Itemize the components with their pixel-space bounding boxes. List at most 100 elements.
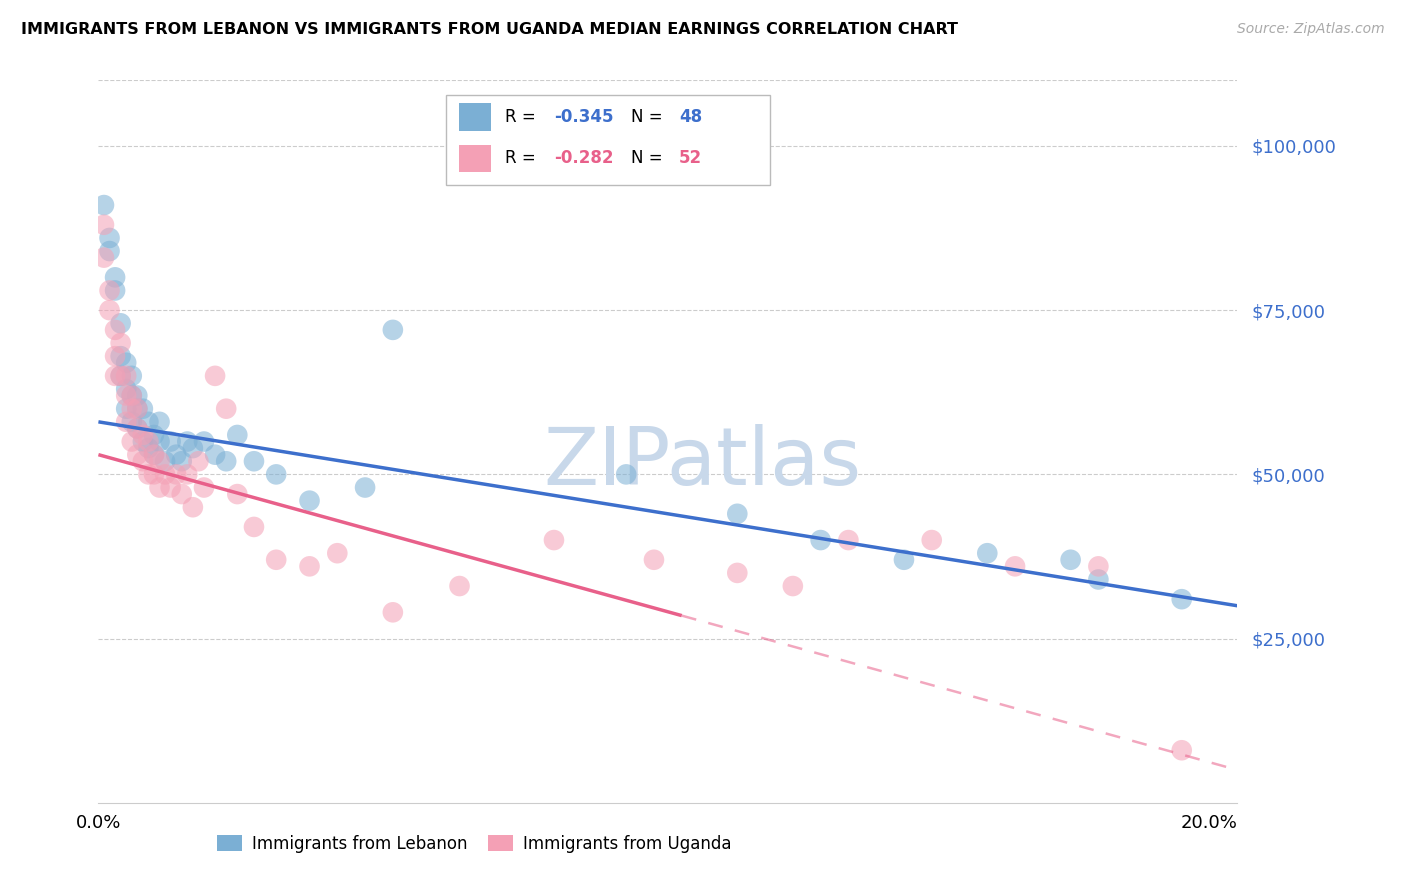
Point: [326, 546, 349, 560]
Point: [1170, 743, 1192, 757]
Point: [127, 401, 149, 416]
Point: [127, 421, 149, 435]
Point: [354, 481, 377, 495]
Point: [121, 415, 143, 429]
Point: [381, 605, 404, 619]
Point: [725, 507, 748, 521]
Point: [215, 401, 238, 416]
Point: [165, 448, 187, 462]
Point: [127, 388, 149, 402]
Text: 52: 52: [679, 149, 703, 168]
Point: [98, 284, 121, 298]
Point: [176, 434, 198, 449]
Point: [165, 467, 187, 482]
Point: [115, 401, 138, 416]
Text: Source: ZipAtlas.com: Source: ZipAtlas.com: [1237, 22, 1385, 37]
Point: [243, 454, 266, 468]
Point: [204, 448, 226, 462]
Point: [264, 467, 287, 482]
Point: [127, 421, 149, 435]
Text: -0.282: -0.282: [554, 149, 613, 168]
Point: [110, 316, 132, 330]
Point: [148, 434, 170, 449]
Point: [143, 428, 166, 442]
Point: [921, 533, 943, 547]
Point: [115, 415, 138, 429]
Point: [614, 467, 637, 482]
Point: [187, 454, 209, 468]
Point: [121, 388, 143, 402]
Point: [115, 368, 138, 383]
Point: [127, 401, 149, 416]
Point: [132, 428, 155, 442]
Point: [148, 454, 170, 468]
Point: [1087, 559, 1109, 574]
Point: [110, 349, 132, 363]
Point: [98, 303, 121, 318]
Point: [104, 349, 127, 363]
Point: [643, 553, 665, 567]
Point: [243, 520, 266, 534]
Point: [110, 368, 132, 383]
Point: [449, 579, 471, 593]
Point: [138, 415, 160, 429]
Point: [193, 434, 215, 449]
Point: [837, 533, 859, 547]
Point: [132, 401, 155, 416]
Point: [98, 231, 121, 245]
Point: [143, 467, 166, 482]
Text: R =: R =: [505, 108, 541, 126]
Point: [104, 368, 127, 383]
Point: [138, 441, 160, 455]
Point: [1087, 573, 1109, 587]
Point: [121, 368, 143, 383]
Point: [176, 467, 198, 482]
Point: [170, 487, 193, 501]
Point: [159, 434, 181, 449]
Text: 48: 48: [679, 108, 703, 126]
Point: [226, 487, 249, 501]
FancyBboxPatch shape: [446, 95, 770, 185]
Text: IMMIGRANTS FROM LEBANON VS IMMIGRANTS FROM UGANDA MEDIAN EARNINGS CORRELATION CH: IMMIGRANTS FROM LEBANON VS IMMIGRANTS FR…: [21, 22, 957, 37]
Text: -0.345: -0.345: [554, 108, 613, 126]
Point: [138, 434, 160, 449]
Text: N =: N =: [631, 108, 668, 126]
Text: R =: R =: [505, 149, 541, 168]
Point: [298, 493, 321, 508]
Point: [181, 441, 204, 455]
Point: [1170, 592, 1192, 607]
Point: [153, 467, 176, 482]
Point: [98, 244, 121, 258]
Point: [110, 336, 132, 351]
Point: [1004, 559, 1026, 574]
Point: [110, 368, 132, 383]
Point: [104, 284, 127, 298]
Point: [148, 481, 170, 495]
Point: [93, 218, 115, 232]
Point: [204, 368, 226, 383]
Point: [138, 467, 160, 482]
Point: [143, 448, 166, 462]
Point: [121, 401, 143, 416]
Point: [226, 428, 249, 442]
Point: [976, 546, 998, 560]
Point: [782, 579, 804, 593]
Point: [121, 388, 143, 402]
Point: [104, 270, 127, 285]
Point: [148, 415, 170, 429]
Point: [121, 434, 143, 449]
Point: [153, 454, 176, 468]
Point: [810, 533, 832, 547]
Point: [127, 448, 149, 462]
Point: [193, 481, 215, 495]
Point: [264, 553, 287, 567]
Point: [159, 481, 181, 495]
Point: [115, 356, 138, 370]
Point: [115, 382, 138, 396]
Point: [104, 323, 127, 337]
Point: [893, 553, 915, 567]
Point: [170, 454, 193, 468]
Point: [543, 533, 565, 547]
Point: [1059, 553, 1081, 567]
Point: [181, 500, 204, 515]
